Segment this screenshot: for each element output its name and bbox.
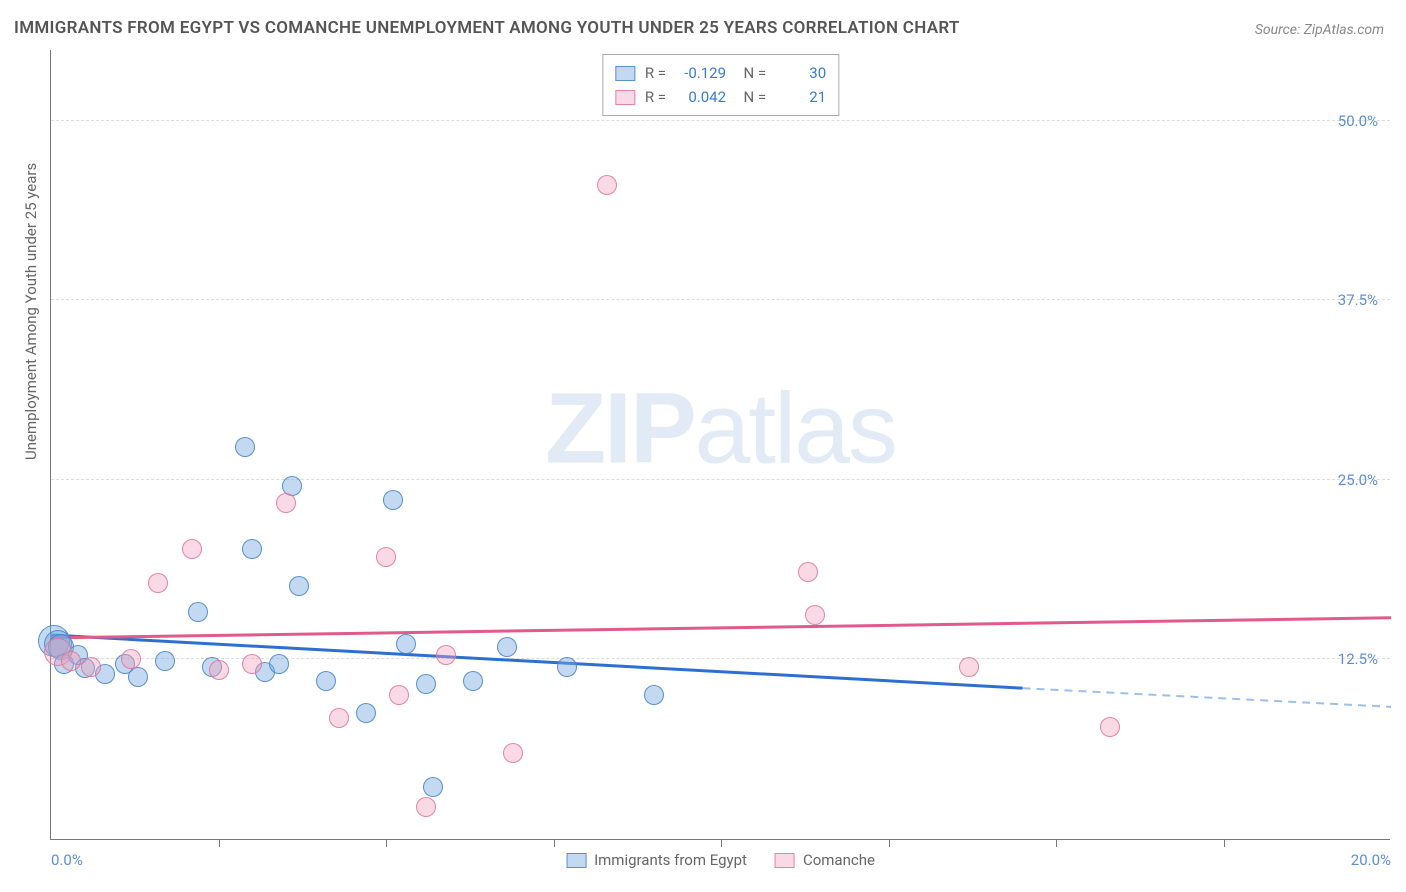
legend-swatch: [775, 853, 795, 868]
data-point: [1100, 717, 1120, 737]
data-point: [289, 576, 309, 596]
data-point: [242, 539, 262, 559]
legend-item: Comanche: [775, 851, 875, 869]
n-value: 21: [776, 85, 826, 109]
data-point: [503, 743, 523, 763]
gridline: [51, 299, 1390, 300]
x-tick-label: 20.0%: [1351, 851, 1391, 869]
legend-swatch: [615, 90, 635, 105]
data-point: [242, 654, 262, 674]
data-point: [155, 651, 175, 671]
data-point: [416, 674, 436, 694]
n-label: N =: [736, 85, 766, 109]
data-point: [463, 671, 483, 691]
data-point: [148, 573, 168, 593]
data-point: [557, 657, 577, 677]
x-tick: [1056, 839, 1057, 847]
data-point: [423, 777, 443, 797]
series-legend: Immigrants from Egypt Comanche: [566, 851, 875, 869]
data-point: [436, 645, 456, 665]
data-point: [188, 602, 208, 622]
gridline: [51, 479, 1390, 480]
data-point: [376, 547, 396, 567]
data-point: [276, 493, 296, 513]
n-label: N =: [736, 61, 766, 85]
data-point: [383, 490, 403, 510]
data-point: [597, 175, 617, 195]
watermark: ZIPatlas: [545, 371, 896, 486]
y-tick-label: 25.0%: [1338, 471, 1378, 489]
r-value: -0.129: [676, 61, 726, 85]
data-point: [128, 667, 148, 687]
x-tick: [889, 839, 890, 847]
data-point: [356, 703, 376, 723]
data-point: [396, 634, 416, 654]
data-point: [959, 657, 979, 677]
y-tick-label: 12.5%: [1338, 650, 1378, 668]
data-point: [81, 657, 101, 677]
r-label: R =: [645, 85, 666, 109]
data-point: [61, 651, 81, 671]
y-tick-label: 50.0%: [1338, 112, 1378, 130]
y-axis-label: Unemployment Among Youth under 25 years: [22, 163, 40, 460]
x-tick: [554, 839, 555, 847]
data-point: [235, 437, 255, 457]
data-point: [805, 605, 825, 625]
correlation-legend: R = -0.129 N = 30 R = 0.042 N = 21: [602, 54, 839, 116]
data-point: [798, 562, 818, 582]
data-point: [209, 660, 229, 680]
data-point: [644, 685, 664, 705]
chart-plot-area: ZIPatlas R =-0.129 N =30R =0.042 N =21 I…: [50, 50, 1390, 840]
data-point: [269, 654, 289, 674]
gridline: [51, 120, 1390, 121]
x-tick: [721, 839, 722, 847]
legend-item: Immigrants from Egypt: [566, 851, 747, 869]
n-value: 30: [776, 61, 826, 85]
r-value: 0.042: [676, 85, 726, 109]
data-point: [121, 649, 141, 669]
data-point: [316, 671, 336, 691]
x-tick: [386, 839, 387, 847]
data-point: [497, 637, 517, 657]
y-tick-label: 37.5%: [1338, 291, 1378, 309]
data-point: [389, 685, 409, 705]
legend-row: R = -0.129 N = 30: [615, 61, 826, 85]
data-point: [182, 539, 202, 559]
source-attribution: Source: ZipAtlas.com: [1255, 22, 1384, 38]
x-tick: [1224, 839, 1225, 847]
legend-label: Immigrants from Egypt: [594, 851, 747, 869]
chart-title: IMMIGRANTS FROM EGYPT VS COMANCHE UNEMPL…: [14, 18, 960, 38]
legend-row: R = 0.042 N = 21: [615, 85, 826, 109]
x-tick-label: 0.0%: [51, 851, 83, 869]
legend-swatch: [615, 66, 635, 81]
data-point: [329, 708, 349, 728]
x-tick: [219, 839, 220, 847]
legend-label: Comanche: [803, 851, 875, 869]
r-label: R =: [645, 61, 666, 85]
legend-swatch: [566, 853, 586, 868]
data-point: [416, 797, 436, 817]
